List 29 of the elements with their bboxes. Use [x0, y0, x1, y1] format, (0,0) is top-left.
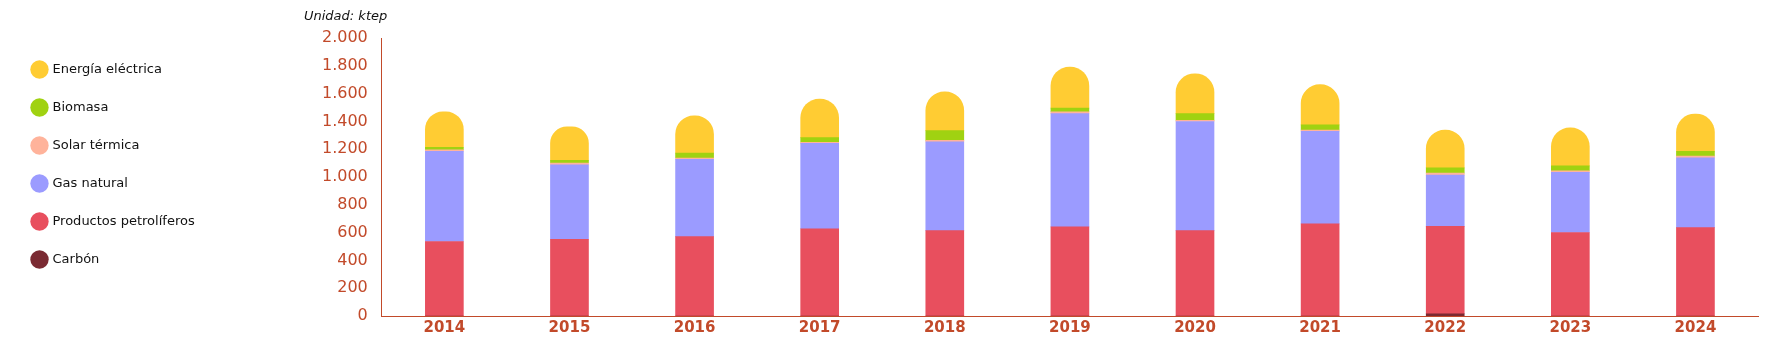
legend-label: Carbón	[52, 250, 100, 266]
x-tick-label: 2020	[1174, 317, 1216, 336]
legend-label: Biomasa	[52, 98, 109, 114]
y-tick-label: 600	[337, 221, 368, 241]
legend-label: Productos petrolíferos	[52, 212, 195, 228]
x-tick-label: 2018	[923, 317, 966, 336]
y-tick-label: 2.000	[321, 27, 368, 47]
y-tick-label: 1.800	[321, 54, 368, 74]
x-tick-label: 2014	[423, 317, 466, 336]
x-tick-label: 2016	[673, 317, 716, 336]
x-tick-label: 2017	[798, 317, 841, 336]
y-tick-label: 1.000	[321, 166, 368, 186]
legend-label: Solar térmica	[52, 136, 140, 152]
x-tick-label: 2015	[548, 317, 591, 336]
x-tick-label: 2022	[1424, 317, 1467, 336]
x-tick-label: 2019	[1049, 317, 1091, 336]
legend-label: Energía eléctrica	[52, 60, 162, 76]
y-tick-label: 1.200	[321, 138, 368, 158]
legend-label: Gas natural	[52, 174, 128, 190]
y-axis-title: Unidad: ktep	[304, 8, 388, 23]
y-tick-label: 200	[337, 277, 368, 297]
x-tick-label: 2023	[1549, 317, 1592, 336]
y-tick-label: 1.600	[321, 82, 368, 102]
y-tick-label: 0	[357, 305, 368, 325]
x-tick-label: 2021	[1299, 317, 1341, 336]
x-tick-label: 2024	[1674, 317, 1717, 336]
y-tick-label: 1.400	[321, 110, 368, 130]
y-tick-label: 400	[337, 249, 368, 269]
y-tick-label: 800	[337, 193, 368, 213]
